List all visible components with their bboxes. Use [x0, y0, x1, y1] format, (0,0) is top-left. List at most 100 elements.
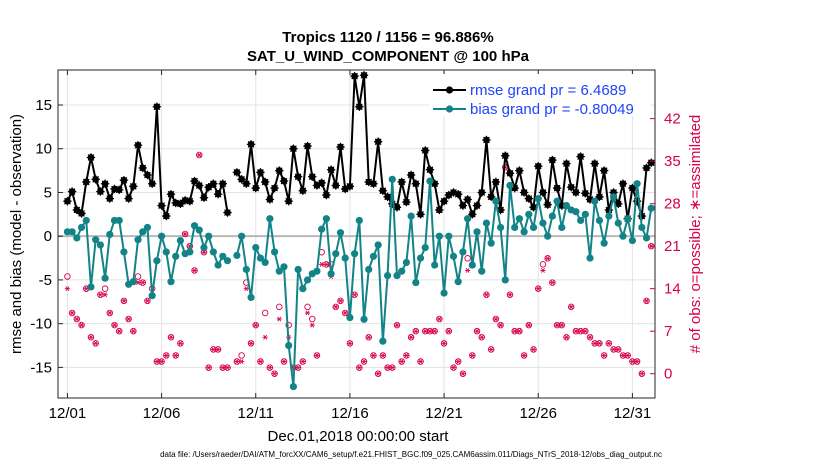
y2-axis-ticks: 0 7 14 21 28 35 42	[650, 111, 681, 383]
obs-assimilated-point	[267, 365, 273, 371]
rmse-point	[190, 176, 199, 186]
bias-point	[92, 236, 100, 244]
rmse-point	[147, 179, 157, 188]
bias-point	[214, 261, 222, 269]
obs-assimilated-point	[601, 353, 607, 358]
bias-point	[355, 216, 363, 225]
bias-point	[327, 270, 335, 278]
rmse-point	[143, 170, 152, 180]
y2-axis-label: # of obs: o=possible; ∗=assimilated	[687, 115, 704, 354]
obs-assimilated-point	[521, 353, 527, 358]
rmse-point	[124, 194, 133, 203]
rmse-point	[105, 194, 114, 203]
obs-assimilated-point	[403, 353, 410, 358]
bias-point	[157, 232, 166, 240]
bias-point	[233, 251, 241, 260]
rmse-point	[406, 170, 416, 180]
rmse-point	[562, 159, 571, 168]
obs-possible-point	[469, 352, 476, 359]
rmse-point	[308, 172, 317, 181]
obs-assimilated-point	[281, 359, 287, 365]
obs-assimilated-point	[526, 322, 532, 328]
obs-possible-point	[365, 334, 372, 341]
obs-assimilated-point	[516, 328, 523, 334]
obs-assimilated-point	[469, 353, 475, 358]
x-tick-label: 12/01	[49, 405, 87, 422]
rmse-point	[270, 183, 279, 193]
rmse-point	[119, 176, 129, 185]
bias-point	[454, 278, 462, 286]
obs-assimilated-point	[243, 286, 249, 292]
x-tick-label: 12/11	[238, 405, 274, 422]
rmse-point	[138, 163, 147, 173]
obs-assimilated-point	[578, 328, 584, 334]
bias-point	[492, 197, 500, 205]
bias-point	[162, 248, 170, 256]
obs-possible-point	[337, 297, 344, 305]
obs-assimilated-point	[248, 340, 254, 346]
bias-point	[106, 230, 114, 239]
rmse-point	[524, 194, 534, 203]
rmse-point	[439, 197, 449, 206]
obs-assimilated-point	[93, 340, 99, 346]
obs-possible-point	[445, 327, 453, 335]
bias-point	[515, 215, 524, 223]
bias-point	[200, 243, 208, 252]
obs-possible-point	[393, 321, 401, 329]
rmse-point	[199, 193, 209, 202]
obs-assimilated-point	[634, 359, 640, 365]
bias-point	[365, 265, 373, 274]
obs-possible-point	[87, 334, 95, 341]
obs-assimilated-point	[234, 359, 240, 365]
obs-possible-point	[450, 364, 457, 371]
chart-title: Tropics 1120 / 1156 = 96.886%	[282, 29, 493, 46]
obs-assimilated-point	[366, 334, 372, 340]
bias-point	[303, 276, 312, 284]
obs-possible-point	[534, 285, 542, 292]
obs-assimilated-point	[596, 340, 603, 346]
bias-point	[129, 278, 137, 286]
rmse-point	[369, 179, 378, 188]
obs-possible-point	[454, 358, 462, 365]
rmse-point	[91, 175, 100, 184]
bias-point	[383, 271, 392, 280]
obs-possible-point	[379, 352, 387, 359]
bias-point	[482, 219, 491, 227]
bias-point	[77, 223, 86, 232]
bias-point	[68, 228, 76, 236]
y-tick-label: -15	[30, 359, 52, 376]
bias-point	[205, 232, 213, 240]
obs-possible-point	[163, 352, 170, 359]
obs-possible-point	[308, 315, 316, 323]
bias-point	[511, 223, 519, 232]
obs-assimilated-point	[370, 353, 377, 358]
obs-possible-point	[92, 340, 99, 347]
obs-assimilated-point	[474, 328, 480, 334]
rmse-point	[402, 197, 411, 207]
obs-assimilated-point	[224, 365, 231, 371]
rmse-point	[246, 140, 256, 149]
rmse-point	[590, 159, 599, 168]
x-tick-label: 12/26	[519, 405, 557, 422]
obs-possible-point	[398, 358, 405, 365]
obs-assimilated-point	[465, 267, 471, 273]
y2-tick-label: 28	[664, 196, 681, 213]
bias-point	[388, 175, 396, 183]
bias-point	[346, 313, 354, 322]
obs-assimilated-point	[78, 322, 85, 328]
obs-assimilated-point	[488, 346, 494, 352]
x-tick-label: 12/31	[614, 405, 652, 422]
bias-point	[87, 283, 95, 291]
bias-point	[624, 215, 632, 223]
bias-point	[289, 383, 298, 391]
obs-possible-point	[68, 309, 76, 317]
y2-tick-label: 7	[664, 323, 672, 340]
obs-possible-point	[356, 364, 363, 371]
bias-point	[529, 223, 538, 232]
obs-assimilated-point	[191, 267, 198, 273]
rmse-point	[576, 152, 585, 161]
rmse-point	[552, 183, 562, 193]
obs-assimilated-point	[126, 316, 132, 322]
rmse-point	[326, 165, 336, 174]
